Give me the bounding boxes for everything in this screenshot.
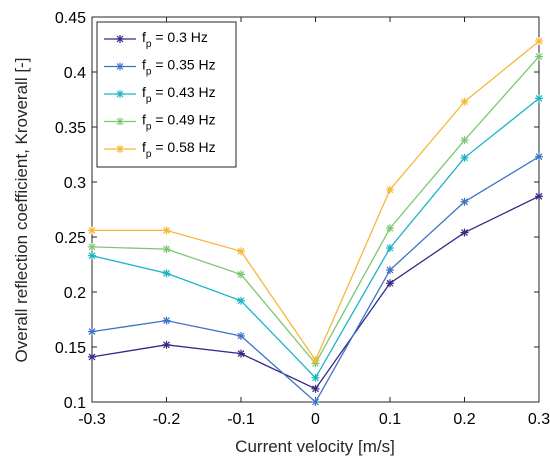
legend-label-0: fp = 0.3 Hz — [142, 29, 208, 50]
data-point — [386, 266, 394, 274]
data-point — [460, 153, 469, 162]
y-tick-label: 0.4 — [64, 65, 86, 82]
data-point — [386, 244, 394, 252]
data-point — [460, 197, 469, 206]
data-point — [237, 332, 245, 340]
x-tick-label: 0.1 — [379, 411, 401, 428]
data-point — [535, 192, 543, 201]
data-point — [162, 226, 171, 235]
data-point — [162, 340, 171, 349]
legend-marker — [116, 35, 124, 43]
legend-marker — [116, 145, 124, 153]
data-point — [460, 228, 469, 237]
data-point — [88, 242, 96, 251]
data-point — [162, 245, 171, 254]
data-point — [535, 37, 543, 46]
data-point — [237, 349, 245, 358]
x-axis-ticks: -0.3 -0.2 -0.1 0 0.1 0.2 0.3 — [78, 17, 550, 428]
data-point — [88, 251, 96, 260]
y-tick-label: 0.1 — [64, 395, 86, 412]
data-point — [88, 226, 96, 235]
data-point — [386, 185, 394, 194]
series-layer — [88, 37, 543, 406]
x-tick-label: -0.3 — [78, 411, 106, 428]
data-point — [460, 136, 469, 145]
data-point — [535, 94, 543, 103]
x-tick-label: -0.1 — [227, 411, 255, 428]
y-tick-label: 0.15 — [55, 340, 86, 357]
legend-marker — [116, 90, 124, 98]
legend-label-3: fp = 0.49 Hz — [142, 112, 216, 133]
x-tick-label: -0.2 — [153, 411, 181, 428]
legend-marker — [116, 117, 124, 126]
legend-label-1: fp = 0.35 Hz — [142, 57, 216, 78]
data-point — [88, 327, 96, 336]
data-point — [162, 316, 171, 325]
y-tick-label: 0.35 — [55, 120, 86, 137]
data-point — [535, 152, 543, 161]
x-axis-label: Current velocity [m/s] — [235, 437, 395, 456]
data-point — [311, 373, 320, 382]
x-tick-label: 0.3 — [528, 411, 550, 428]
data-point — [386, 279, 394, 288]
legend: fp = 0.3 Hz fp = 0.35 Hz fp = 0.43 Hz fp = … — [96, 21, 237, 168]
data-point — [237, 296, 245, 305]
y-axis-label: Overall reflection coefficient, Kroveral… — [12, 58, 31, 363]
legend-label-4: fp = 0.58 Hz — [142, 139, 216, 160]
data-point — [311, 398, 320, 406]
data-point — [311, 384, 320, 393]
legend-marker — [116, 62, 124, 71]
data-point — [237, 270, 245, 279]
y-tick-label: 0.25 — [55, 230, 86, 247]
y-tick-label: 0.3 — [64, 175, 86, 192]
y-tick-label: 0.2 — [64, 285, 86, 302]
x-tick-label: 0 — [311, 411, 320, 428]
x-tick-label: 0.2 — [453, 411, 475, 428]
data-point — [460, 97, 469, 106]
legend-label-2: fp = 0.43 Hz — [142, 84, 216, 105]
data-point — [237, 247, 245, 256]
y-tick-label: 0.45 — [55, 10, 86, 27]
data-point — [535, 52, 543, 61]
data-point — [311, 356, 320, 365]
data-point — [88, 352, 96, 361]
data-point — [386, 224, 394, 233]
data-point — [162, 269, 171, 278]
y-axis-ticks: 0.1 0.15 0.2 0.25 0.3 0.35 0.4 0.45 — [55, 10, 539, 412]
